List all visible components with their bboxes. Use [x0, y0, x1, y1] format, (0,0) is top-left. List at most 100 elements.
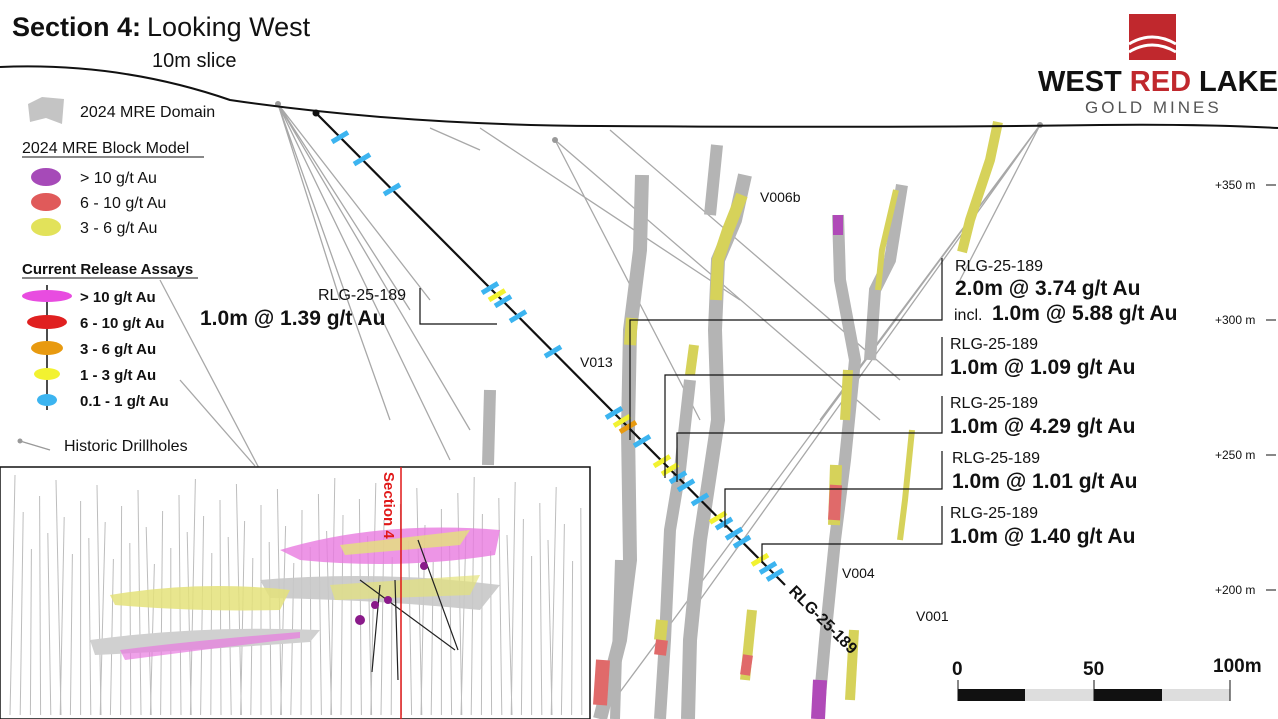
logo-word: RED: [1130, 66, 1191, 98]
shape: [629, 258, 943, 440]
inset-drillhole: [280, 525, 287, 716]
legend-item: 3 - 6 g/t Au: [80, 220, 157, 237]
inset-drillhole: [510, 481, 516, 716]
inset-drillhole: [69, 553, 73, 716]
scale-bar: 0 50 100m: [952, 656, 1262, 701]
shape: [664, 337, 943, 478]
subtitle: 10m slice: [152, 50, 236, 72]
shape: [840, 369, 853, 421]
shape: [37, 394, 57, 406]
shape: [312, 109, 320, 117]
assay-marker: [604, 405, 624, 420]
shape: [1025, 689, 1094, 701]
inset-drillhole: [9, 474, 16, 716]
callout-lines: [419, 258, 943, 562]
assay-marker: [330, 130, 350, 145]
assay-marker: [382, 182, 402, 197]
shape: [34, 368, 60, 380]
shape: [654, 639, 668, 656]
shape: [610, 559, 625, 719]
inset-drillhole: [99, 521, 106, 716]
vein-label: V006b: [760, 189, 801, 205]
inset-drillhole: [227, 536, 232, 716]
assay-marker: [758, 560, 778, 575]
assay-marker: [690, 492, 710, 507]
logo-tagline: GOLD MINES: [1085, 98, 1222, 117]
inset-label: Section 4: [380, 472, 397, 539]
legend-item: 6 - 10 g/t Au: [80, 195, 166, 212]
shape: [552, 137, 558, 143]
shape: [17, 438, 23, 444]
inset-drillhole: [580, 507, 583, 716]
assay-marker: [652, 454, 672, 469]
elevation-label: +250 m: [1215, 448, 1255, 462]
veins: [482, 120, 1003, 719]
inset-drillhole: [120, 505, 123, 716]
legend: 2024 MRE Domain 2024 MRE Block Model > 1…: [17, 97, 215, 455]
assay-marker: [487, 288, 507, 303]
inset-drillhole: [55, 479, 62, 716]
legend-item: 1 - 3 g/t Au: [80, 367, 156, 384]
shape: [31, 218, 61, 236]
inset-drillhole: [317, 493, 322, 716]
scale-label: 0: [952, 659, 963, 680]
assay-marker: [765, 567, 785, 582]
elevation-label: +300 m: [1215, 313, 1255, 327]
shape: [593, 659, 610, 706]
shape: [812, 214, 862, 719]
inset-drillhole: [268, 541, 272, 716]
intercept-hole: RLG-25-189: [950, 505, 1038, 522]
shape: [957, 120, 1003, 254]
intercept-text: 1.0m @ 1.09 g/t Au: [950, 356, 1135, 379]
assay-marker: [750, 552, 770, 567]
inset-drillhole: [490, 550, 493, 716]
inset-drillhole: [506, 534, 513, 716]
shape: [110, 586, 290, 611]
assay-marker: [676, 478, 696, 493]
legend-item: Historic Drillholes: [64, 438, 188, 455]
inset-drillhole: [160, 510, 164, 716]
assay-marker: [493, 294, 513, 309]
inset-map: Section 4: [0, 466, 591, 719]
shape: [761, 506, 943, 562]
assay-marker: [668, 470, 688, 485]
assay-marker: [732, 534, 752, 549]
assay-marker: [632, 434, 652, 449]
shape: [420, 562, 428, 570]
incl-prefix: incl.: [954, 307, 982, 324]
inset-drillhole: [539, 502, 543, 716]
shape: [27, 315, 67, 329]
inset-drillhole: [498, 497, 503, 716]
legend-title: 2024 MRE Block Model: [22, 140, 189, 157]
inset-drillhole: [186, 531, 192, 716]
shape: [419, 288, 497, 325]
shape: [340, 530, 470, 555]
intercept-text: 1.0m @ 1.01 g/t Au: [952, 470, 1137, 493]
inset-drillhole: [520, 518, 524, 716]
inset-drillhole: [109, 558, 114, 716]
shape: [710, 192, 748, 301]
logo-word: LAKE: [1199, 66, 1278, 98]
intercept-hole: RLG-25-189: [318, 287, 406, 304]
assay-marker: [508, 309, 528, 324]
inset-drillhole: [200, 515, 205, 716]
intercept-text: 1.0m @ 1.39 g/t Au: [200, 307, 385, 330]
assay-marker: [352, 152, 372, 167]
title-bold: Section 4:: [12, 12, 141, 42]
intercept-hole: RLG-25-189: [955, 258, 1043, 275]
logo: WEST RED LAKE GOLD MINES: [1038, 14, 1278, 117]
legend-item: 2024 MRE Domain: [80, 104, 215, 121]
shape: [1094, 689, 1162, 701]
inset-drillhole: [129, 542, 132, 716]
intercept-incl: 1.0m @ 5.88 g/t Au: [992, 302, 1177, 325]
inset-drillhole: [547, 539, 553, 716]
inset-drillhole: [408, 540, 413, 716]
shape: [330, 575, 480, 600]
elevation-label: +200 m: [1215, 583, 1255, 597]
intercept-hole: RLG-25-189: [952, 450, 1040, 467]
assay-marker: [708, 510, 728, 525]
inset-drillhole: [367, 535, 373, 716]
shape: [740, 654, 753, 676]
assay-marker: [724, 526, 744, 541]
intercept-text: 1.0m @ 1.40 g/t Au: [950, 525, 1135, 548]
